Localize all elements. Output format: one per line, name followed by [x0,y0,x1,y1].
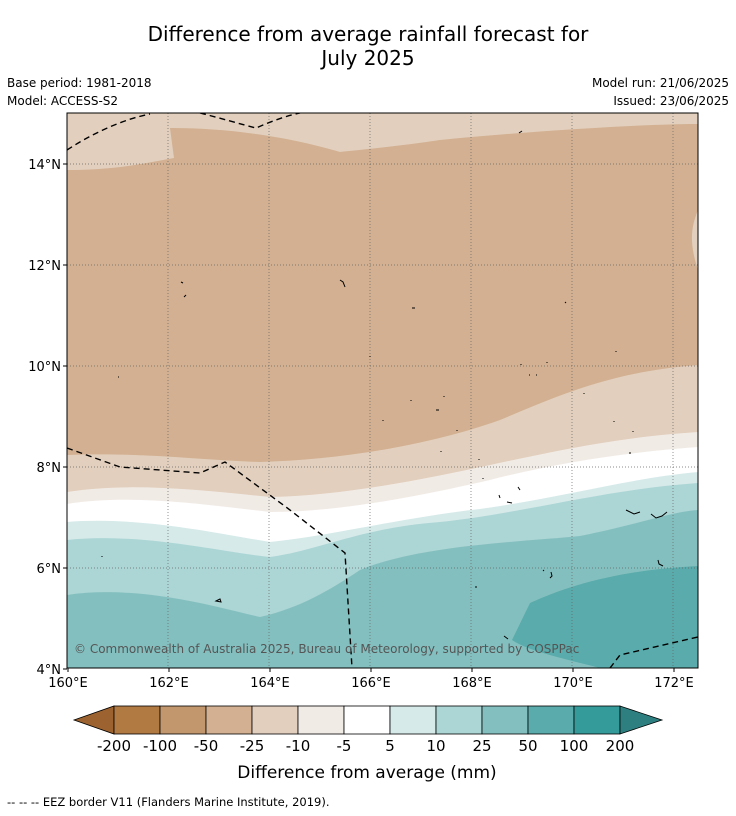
colorbar-tick-label: 5 [385,737,395,755]
gridlines [67,113,698,668]
lat-tick-label: 10°N [28,360,61,375]
model-name: Model: ACCESS-S2 [7,94,119,108]
issued-date: Issued: 23/06/2025 [613,94,729,108]
colorbar-tick-label: -100 [143,737,177,755]
longitude-axis: 160°E 162°E 164°E 166°E 168°E 170°E 172°E [48,668,694,691]
lon-tick-label: 162°E [149,676,189,691]
colorbar-min-arrow [72,705,115,735]
colorbar-tick-label: -50 [194,737,219,755]
colorbar-label: Difference from average (mm) [237,763,496,783]
colorbar-tick-label: 25 [472,737,491,755]
eez-border [67,113,698,668]
colorbar-tick-label: -25 [240,737,265,755]
lat-tick-label: 8°N [37,461,62,476]
footnote: -- -- -- EEZ border V11 (Flanders Marine… [7,795,330,809]
lon-tick-label: 166°E [351,676,391,691]
colorbar-segment [113,705,161,735]
colorbar-max-arrow [619,705,664,735]
islands [101,130,668,640]
meta-right: Model run: 21/06/2025 Issued: 23/06/2025 [592,74,729,110]
colorbar-segment [435,705,483,735]
lat-tick-label: 4°N [37,663,62,678]
colorbar-segment [297,705,345,735]
chart-title: Difference from average rainfall forecas… [0,22,736,70]
lon-tick-label: 168°E [452,676,492,691]
title-line-1: Difference from average rainfall forecas… [147,22,589,46]
colorbar-segment [251,705,299,735]
colorbar-tick-label: -5 [337,737,352,755]
colorbar-tick-label: -200 [97,737,131,755]
colorbar-segment [389,705,437,735]
lon-tick-label: 170°E [553,676,593,691]
contour-fill [67,113,698,668]
colorbar-tick-label: -10 [286,737,311,755]
copyright-text: © Commonwealth of Australia 2025, Bureau… [74,642,579,656]
colorbar-segment [159,705,207,735]
base-period: Base period: 1981-2018 [7,76,152,90]
colorbar: -200 -100 -50 -25 -10 -5 5 10 25 50 100 200 [72,705,664,755]
colorbar-segment [205,705,253,735]
colorbar-segment [343,705,391,735]
colorbar-segment [481,705,529,735]
lon-tick-label: 172°E [654,676,694,691]
colorbar-segment [573,705,621,735]
lon-tick-label: 160°E [48,676,88,691]
lat-tick-label: 6°N [37,562,62,577]
lon-tick-label: 164°E [250,676,290,691]
colorbar-tick-label: 200 [606,737,635,755]
latitude-axis: 14°N 12°N 10°N 8°N 6°N 4°N [28,158,67,678]
lat-tick-label: 12°N [28,259,61,274]
lat-tick-label: 14°N [28,158,61,173]
title-line-2: July 2025 [321,46,415,70]
colorbar-tick-label: 10 [426,737,445,755]
colorbar-tick-label: 100 [560,737,589,755]
colorbar-tick-label: 50 [518,737,537,755]
colorbar-segment [527,705,575,735]
model-run: Model run: 21/06/2025 [591,76,729,90]
plot-frame [66,112,699,669]
meta-left: Base period: 1981-2018 Model: ACCESS-S2 [7,74,152,110]
